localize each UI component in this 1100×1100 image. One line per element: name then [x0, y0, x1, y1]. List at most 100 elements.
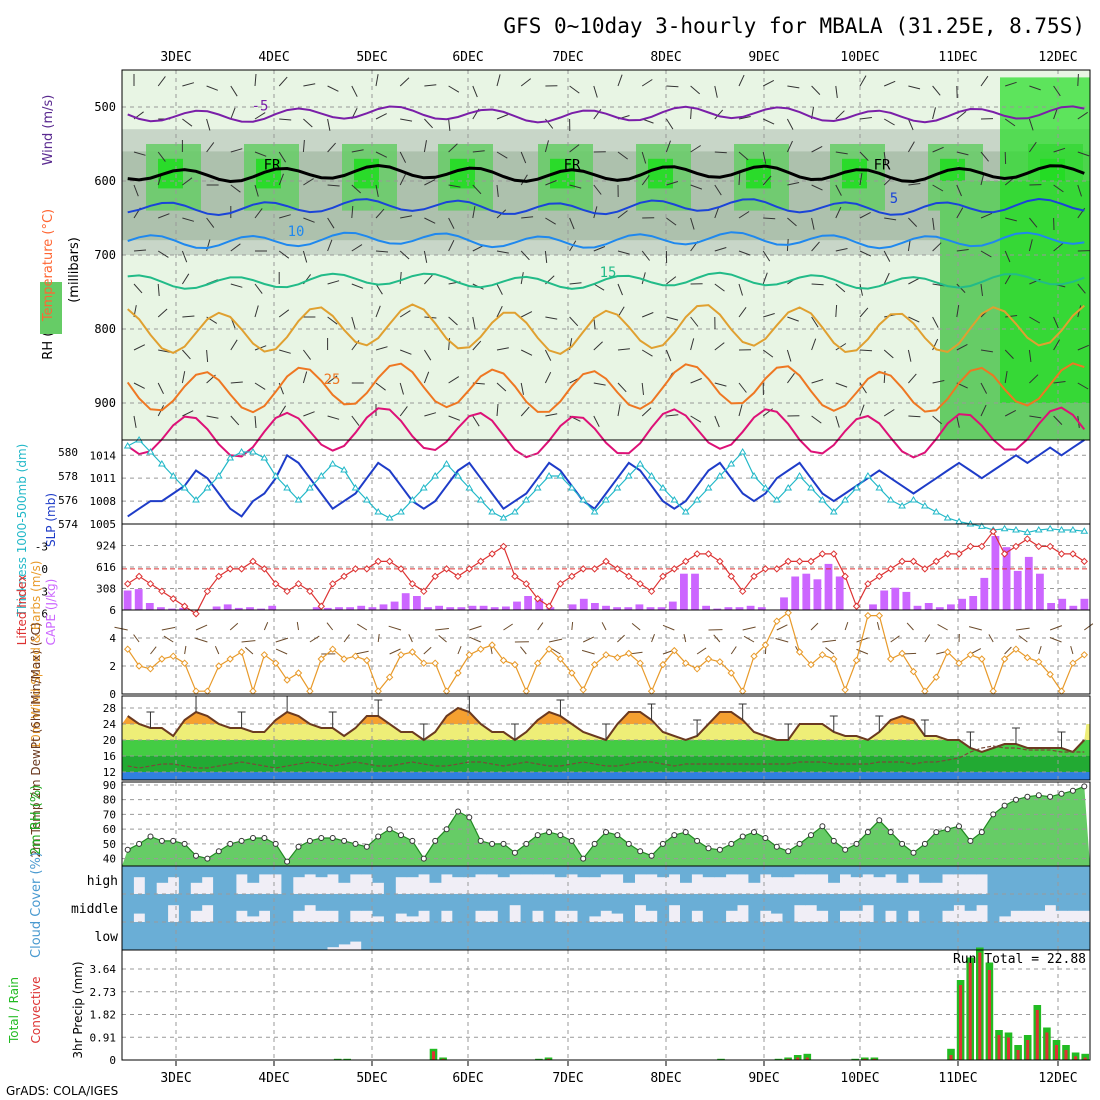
lifted-index-marker [955, 550, 963, 558]
total-rain-axis-label: Total / Rain [7, 977, 21, 1044]
lifted-index-axis-label: Lifted Index [15, 575, 29, 646]
wind-barb [714, 342, 725, 351]
cape-bar [824, 563, 833, 610]
wind-barb [230, 243, 241, 252]
cape-bar [935, 607, 944, 610]
cloud-bar [953, 866, 966, 875]
wind-speed-marker [226, 655, 234, 663]
rh-marker [978, 829, 985, 836]
wind-barb [593, 341, 603, 351]
wind-barb [254, 208, 263, 219]
cape-bar [813, 579, 822, 610]
cape-bar [746, 605, 755, 610]
precip-axis-label: 3hr Precip (mm) [71, 961, 85, 1058]
wind-barb [763, 313, 775, 318]
lifted-index-marker [636, 580, 644, 588]
rh-marker [694, 837, 701, 844]
lifted-index-marker [590, 565, 599, 573]
cape-bar [835, 576, 844, 610]
wind-barb [375, 208, 385, 219]
cloud-bar [828, 866, 840, 883]
rh-marker [933, 829, 940, 836]
wind-barb [762, 79, 775, 87]
wind-barb [811, 241, 820, 252]
surface-wind-barb [1004, 646, 1012, 655]
cloud-bar [691, 922, 704, 950]
surface-wind-barb [683, 633, 687, 643]
rh-bright-cell [354, 158, 379, 189]
cloud-bar [850, 922, 863, 950]
precip-convective-bar [1055, 1045, 1058, 1060]
wind-barb [859, 404, 865, 417]
wind-barb [472, 245, 484, 252]
thickness-marker [260, 454, 269, 461]
contour-label: FR [564, 158, 581, 174]
rh-marker [158, 837, 165, 844]
wind-barb [786, 373, 795, 384]
rh-axis-label: 2m RH (%) [29, 785, 44, 856]
wind-speed-marker [454, 669, 462, 677]
wind-barb [351, 149, 364, 153]
cloud-bar [190, 866, 203, 883]
wind-barb [375, 346, 388, 351]
lifted-index-marker [146, 580, 155, 588]
rh-marker [546, 829, 553, 836]
cloud-bar [702, 866, 715, 878]
precip-convective-bar [1083, 1057, 1087, 1060]
wind-barb [472, 316, 476, 329]
lifted-index-marker [306, 587, 314, 596]
cloud-bar [361, 894, 374, 911]
wind-barb [496, 114, 509, 120]
lifted-index-marker [533, 595, 542, 603]
wind-speed-marker [272, 659, 280, 667]
cape-bar [646, 607, 655, 610]
wind-barb [472, 150, 485, 153]
surface-wind-barb [244, 646, 254, 655]
wind-barb [786, 349, 792, 362]
thickness-marker [1012, 526, 1020, 533]
wind-barb [448, 85, 460, 93]
cloud-bar [383, 922, 396, 950]
lifted-index-marker [545, 602, 553, 610]
wind-speed-marker [306, 687, 314, 695]
wind-barb [206, 142, 215, 153]
wind-barb [472, 206, 476, 219]
wind-speed-marker [1080, 651, 1089, 659]
cloud-bar [816, 866, 829, 875]
cape-bar [757, 607, 766, 610]
thickness-marker [214, 472, 223, 479]
cloud-bar [304, 866, 317, 875]
wind-barb [665, 140, 671, 153]
cloud-layer-label: low [95, 930, 119, 945]
rh-marker [967, 837, 974, 844]
cape-bar [535, 598, 544, 610]
rh-marker [534, 832, 541, 839]
cloud-bar [1033, 922, 1045, 950]
cloud-bar [418, 922, 430, 950]
wind-barb [786, 140, 793, 153]
wind-speed-marker [420, 659, 428, 667]
wind-barb [762, 118, 775, 125]
rh-marker [272, 840, 279, 847]
cloud-bar [1044, 922, 1057, 950]
thickness-marker [465, 484, 474, 491]
cloud-bar [976, 894, 988, 906]
wind-barb [1028, 349, 1032, 362]
cloud-bar [429, 922, 442, 950]
temp-contour [127, 105, 1085, 124]
cloud-bar [475, 866, 487, 875]
rh-marker [842, 846, 849, 853]
rh-marker [716, 846, 723, 853]
wind-barb [448, 415, 460, 421]
thickness-marker [511, 508, 519, 515]
thickness-marker [1000, 524, 1009, 532]
rh-marker [341, 837, 348, 844]
wind-speed-marker [385, 673, 394, 681]
lifted-index-marker [192, 610, 200, 618]
thickness-marker [886, 496, 895, 503]
wind-barb [327, 316, 338, 325]
wind-barb [399, 406, 408, 417]
wind-speed-marker [795, 648, 804, 656]
surface-wind-barb [601, 622, 607, 631]
thickness-marker [545, 472, 553, 479]
